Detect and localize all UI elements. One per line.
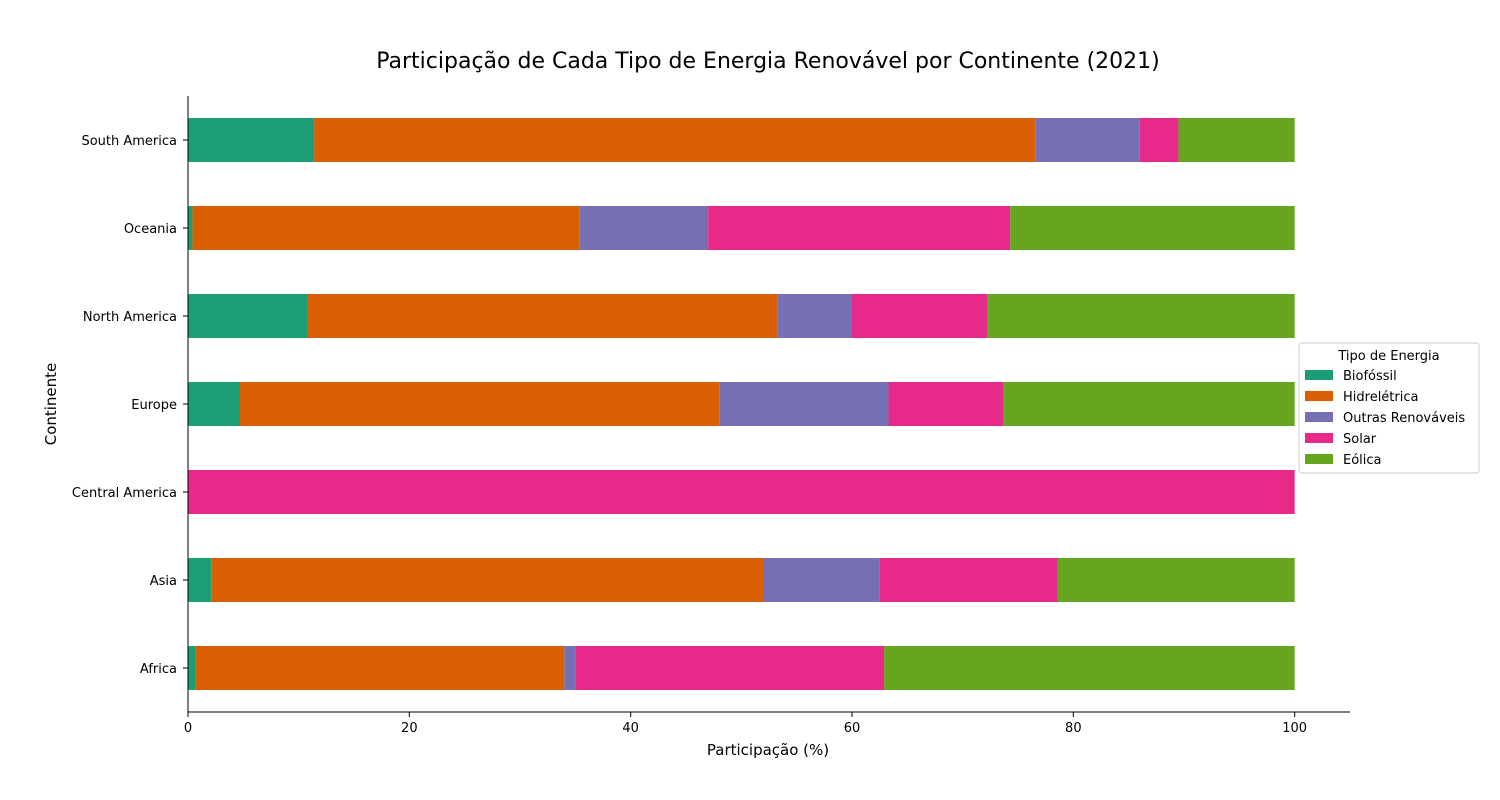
legend-title: Tipo de Energia (1337, 349, 1439, 364)
legend-label: Eólica (1343, 453, 1382, 468)
legend-label: Biofóssil (1343, 369, 1397, 384)
legend-swatch (1305, 370, 1333, 380)
bar-south-america-hidreletrica (314, 118, 1036, 162)
bar-europe-hidreletrica (240, 382, 720, 426)
bar-south-america-biofossil (188, 118, 315, 162)
bar-north-america-solar (852, 294, 988, 338)
x-tick-label: 0 (184, 721, 192, 736)
bar-asia-solar (879, 558, 1058, 602)
y-tick-label: Central America (72, 486, 177, 501)
bar-oceania-solar (708, 206, 1011, 250)
legend-swatch (1305, 433, 1333, 443)
bar-asia-biofossil (188, 558, 212, 602)
bar-north-america-hidreletrica (307, 294, 778, 338)
x-tick-label: 80 (1065, 721, 1082, 736)
y-axis-label: Continente (42, 363, 60, 446)
legend-swatch (1305, 412, 1333, 422)
x-tick-label: 100 (1282, 721, 1307, 736)
bars-layer (188, 118, 1295, 690)
bar-asia-eolica (1057, 558, 1295, 602)
bar-oceania-hidreletrica (192, 206, 580, 250)
legend: Tipo de Energia Biofóssil Hidrelétrica Outr… (1298, 342, 1480, 474)
bar-europe-outras-renovaveis (719, 382, 889, 426)
bar-africa-eolica (884, 646, 1295, 690)
bar-europe-eolica (1003, 382, 1295, 426)
bar-africa-biofossil (188, 646, 196, 690)
bar-south-america-outras-renovaveis (1035, 118, 1140, 162)
bar-europe-solar (888, 382, 1004, 426)
bar-oceania-eolica (1010, 206, 1295, 250)
bar-asia-hidreletrica (211, 558, 764, 602)
y-tick-label: Africa (140, 662, 177, 677)
legend-swatch (1305, 391, 1333, 401)
legend-frame (1298, 342, 1480, 474)
legend-swatch (1305, 454, 1333, 464)
y-tick-label: Asia (150, 574, 177, 589)
bar-africa-solar (575, 646, 885, 690)
bar-oceania-outras-renovaveis (579, 206, 709, 250)
legend-label: Solar (1343, 432, 1377, 447)
chart-title: Participação de Cada Tipo de Energia Ren… (376, 49, 1159, 74)
bar-asia-outras-renovaveis (763, 558, 880, 602)
bar-north-america-biofossil (188, 294, 308, 338)
bar-south-america-eolica (1178, 118, 1295, 162)
bar-oceania-biofossil (188, 206, 193, 250)
y-tick-label: South America (81, 134, 177, 149)
legend-label: Outras Renováveis (1343, 411, 1465, 426)
x-axis-label: Participação (%) (707, 741, 829, 759)
y-tick-label: Europe (131, 398, 177, 413)
y-tick-label: Oceania (124, 222, 177, 237)
bar-north-america-outras-renovaveis (777, 294, 852, 338)
y-tick-label: North America (83, 310, 177, 325)
bar-north-america-eolica (987, 294, 1295, 338)
x-tick-label: 60 (844, 721, 861, 736)
bar-europe-biofossil (188, 382, 241, 426)
x-tick-label: 20 (401, 721, 418, 736)
bar-central-america-solar (188, 470, 1295, 514)
legend-label: Hidrelétrica (1343, 390, 1418, 405)
axes-layer: 0 20 40 60 80 100 Africa Asia Central America Eur… (72, 96, 1350, 736)
bar-africa-hidreletrica (195, 646, 565, 690)
bar-africa-outras-renovaveis (564, 646, 576, 690)
bar-south-america-solar (1139, 118, 1179, 162)
x-tick-label: 40 (622, 721, 639, 736)
